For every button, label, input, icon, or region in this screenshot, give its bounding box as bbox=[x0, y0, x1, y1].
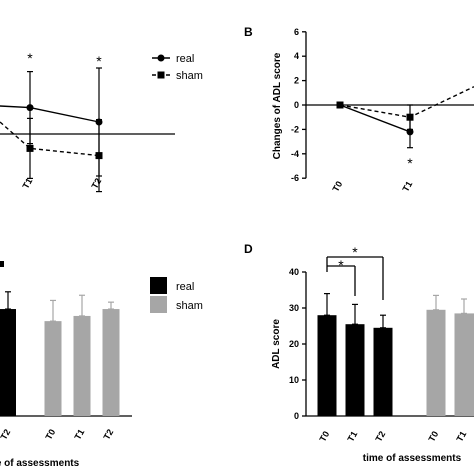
panelD-y-tick-label: 10 bbox=[289, 375, 299, 385]
panelB-significance-star: * bbox=[407, 155, 413, 171]
panelB-x-tick-label: T0 bbox=[330, 179, 344, 193]
panelD-bar-sham bbox=[454, 313, 474, 416]
panelB-y-tick-label: -6 bbox=[291, 173, 299, 183]
panelD-x-axis-label: time of assessments bbox=[363, 453, 462, 464]
panelA-point-real bbox=[26, 104, 34, 112]
panelD-x-tick-label: T1 bbox=[454, 429, 468, 443]
panelB-x-tick-label: T1 bbox=[400, 179, 414, 193]
panelB-y-tick-label: -2 bbox=[291, 124, 299, 134]
panelD-bar-real bbox=[345, 324, 365, 416]
panelB-series-line-real bbox=[339, 104, 411, 133]
panelA-significance-star: * bbox=[96, 53, 102, 69]
panelD-x-tick-label: T2 bbox=[373, 429, 387, 443]
panelC-legend-label-real: real bbox=[176, 281, 194, 293]
panelB-y-tick-label: 0 bbox=[294, 100, 299, 110]
panelC-legend-swatch-sham bbox=[150, 296, 167, 313]
panelC-x-tick-label: T1 bbox=[72, 427, 86, 441]
panelC-bar-sham bbox=[73, 315, 91, 416]
panelD-significance-star: * bbox=[352, 244, 358, 260]
panelD-y-tick-label: 40 bbox=[289, 267, 299, 277]
panelB-y-tick-label: 2 bbox=[294, 76, 299, 86]
panelA-legend-marker-real bbox=[157, 54, 165, 62]
panelD-bar-sham bbox=[426, 309, 446, 416]
panelA-series-line-sham bbox=[0, 121, 100, 157]
panelD-label: D bbox=[244, 242, 253, 256]
panelC-x-axis-label: time of assessments bbox=[0, 458, 80, 469]
panelA-x-tick-label: T1 bbox=[20, 176, 34, 190]
panelD-x-tick-label: T0 bbox=[317, 429, 331, 443]
panelA-series-line-real bbox=[0, 105, 100, 123]
panelD-x-tick-label: T0 bbox=[426, 429, 440, 443]
panelC-legend-label-sham: sham bbox=[176, 300, 203, 312]
panelC-bar-real bbox=[0, 309, 16, 416]
panelD-y-tick-label: 30 bbox=[289, 303, 299, 313]
panelA-legend-label-sham: sham bbox=[176, 70, 203, 82]
panelB-y-tick-label: -4 bbox=[291, 149, 299, 159]
panelB-y-tick-label: 6 bbox=[294, 27, 299, 37]
panelC-label-fragment bbox=[0, 261, 4, 267]
panelB-y-tick-label: 4 bbox=[294, 51, 299, 61]
panelB-y-axis-label: Changes of ADL score bbox=[272, 52, 283, 159]
panelB-point-real bbox=[406, 128, 414, 136]
panelA-legend-marker-sham bbox=[157, 71, 165, 79]
panelD-y-axis-label: ADL score bbox=[271, 319, 282, 369]
panelD-y-tick-label: 20 bbox=[289, 339, 299, 349]
panelB-point-sham bbox=[406, 113, 414, 121]
panelD-x-tick-label: T1 bbox=[345, 429, 359, 443]
panelD-bar-real bbox=[373, 327, 393, 416]
panelA-point-sham bbox=[95, 152, 103, 160]
panelA-point-sham bbox=[26, 144, 34, 152]
panelD-y-tick-label: 0 bbox=[294, 411, 299, 421]
panelC-legend-swatch-real bbox=[150, 277, 167, 294]
panelB-label: B bbox=[244, 25, 253, 39]
panelD-significance-star: * bbox=[338, 257, 344, 273]
panelC-x-tick-label: T0 bbox=[43, 427, 57, 441]
panelA-x-tick-label: T2 bbox=[89, 176, 103, 190]
panelC-bar-sham bbox=[102, 309, 120, 416]
panelC-bar-sham bbox=[44, 321, 62, 416]
panelB-point-sham bbox=[336, 101, 344, 109]
panelC-x-tick-label: T2 bbox=[101, 427, 115, 441]
panelA-legend-label-real: real bbox=[176, 53, 194, 65]
panelD-bar-real bbox=[317, 315, 337, 416]
panelA-significance-star: * bbox=[27, 50, 33, 66]
panelC-x-tick-label: T2 bbox=[0, 427, 12, 441]
